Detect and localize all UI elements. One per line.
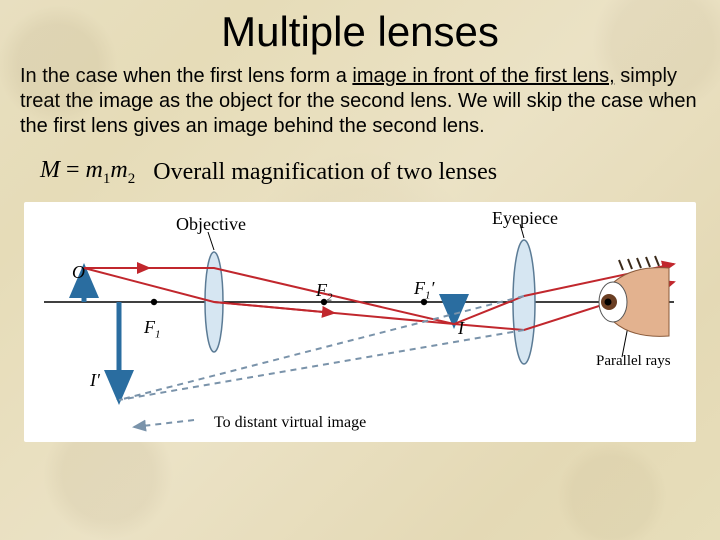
- intro-paragraph: In the case when the first lens form a i…: [0, 56, 720, 139]
- label-parallel: Parallel rays: [596, 354, 671, 370]
- label-F1-F: F: [144, 317, 155, 337]
- formula-eq: =: [60, 157, 86, 183]
- label-F2-sub: 2: [327, 291, 333, 303]
- label-F1p-F: F: [414, 278, 425, 298]
- label-I: I: [458, 318, 464, 339]
- para-emph: image in front of the first lens,: [352, 65, 614, 87]
- label-F2: F2: [316, 280, 333, 304]
- label-distant: To distant virtual image: [214, 414, 366, 432]
- label-F1p: F1′: [414, 278, 434, 302]
- label-F1: F1: [144, 317, 161, 341]
- formula-row: M = m1m2 Overall magnification of two le…: [0, 139, 720, 188]
- formula-M: M: [40, 157, 60, 183]
- formula-m2: m: [110, 157, 127, 183]
- formula-m1: m: [86, 157, 103, 183]
- formula: M = m1m2: [40, 157, 135, 188]
- formula-caption: Overall magnification of two lenses: [153, 159, 497, 186]
- diagram-svg: [24, 202, 696, 442]
- formula-sub2: 2: [128, 171, 136, 187]
- para-seg1: In the case when the first lens form a: [20, 65, 352, 87]
- label-eyepiece: Eyepiece: [492, 208, 558, 229]
- label-O: O: [72, 262, 85, 283]
- label-F1-sub: 1: [155, 328, 161, 340]
- label-parallel-text: Parallel rays: [596, 353, 671, 369]
- label-Ip: I′: [90, 370, 100, 391]
- optics-diagram: Objective Eyepiece O F1 F2 F1′ I I′ Para…: [24, 202, 696, 442]
- label-F2-F: F: [316, 280, 327, 300]
- page-title: Multiple lenses: [0, 0, 720, 56]
- label-objective: Objective: [176, 214, 246, 235]
- label-F1p-prime: ′: [431, 278, 435, 298]
